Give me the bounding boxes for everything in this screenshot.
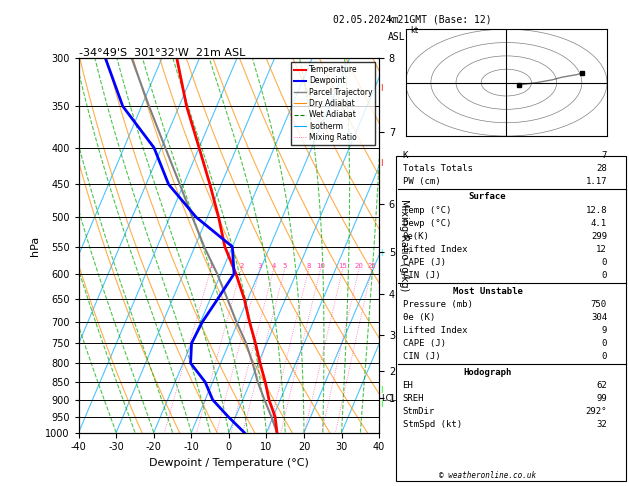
Text: -34°49'S  301°32'W  21m ASL: -34°49'S 301°32'W 21m ASL — [79, 48, 245, 57]
Text: 32: 32 — [596, 420, 607, 430]
Text: CAPE (J): CAPE (J) — [403, 339, 445, 348]
Text: 9: 9 — [601, 326, 607, 335]
Text: 0: 0 — [601, 271, 607, 280]
Text: K: K — [403, 151, 408, 160]
Text: © weatheronline.co.uk: © weatheronline.co.uk — [439, 471, 536, 480]
Text: 4: 4 — [272, 262, 276, 269]
Text: 99: 99 — [596, 394, 607, 403]
Text: θe (K): θe (K) — [403, 313, 435, 322]
Text: |: | — [381, 386, 383, 393]
Text: 0: 0 — [601, 352, 607, 362]
Text: |: | — [381, 249, 383, 256]
Text: 2: 2 — [239, 262, 243, 269]
Text: Pressure (mb): Pressure (mb) — [403, 300, 472, 309]
Text: 5: 5 — [282, 262, 287, 269]
Text: 12.8: 12.8 — [586, 206, 607, 215]
Text: 10: 10 — [316, 262, 325, 269]
Text: CAPE (J): CAPE (J) — [403, 258, 445, 267]
Text: 02.05.2024 21GMT (Base: 12): 02.05.2024 21GMT (Base: 12) — [333, 15, 491, 25]
Text: ASL: ASL — [388, 32, 406, 42]
Legend: Temperature, Dewpoint, Parcel Trajectory, Dry Adiabat, Wet Adiabat, Isotherm, Mi: Temperature, Dewpoint, Parcel Trajectory… — [291, 62, 376, 145]
Text: 1.17: 1.17 — [586, 177, 607, 186]
Text: Surface: Surface — [469, 192, 506, 202]
Text: 8: 8 — [307, 262, 311, 269]
Text: Totals Totals: Totals Totals — [403, 164, 472, 173]
Text: 0: 0 — [601, 339, 607, 348]
Text: 20: 20 — [355, 262, 364, 269]
Text: 304: 304 — [591, 313, 607, 322]
Text: Most Unstable: Most Unstable — [452, 287, 523, 296]
Text: 3: 3 — [258, 262, 262, 269]
Text: 4.1: 4.1 — [591, 219, 607, 228]
Text: 750: 750 — [591, 300, 607, 309]
Text: 15: 15 — [338, 262, 347, 269]
Text: Dewp (°C): Dewp (°C) — [403, 219, 451, 228]
Text: 299: 299 — [591, 232, 607, 241]
Text: StmDir: StmDir — [403, 407, 435, 417]
Text: θe(K): θe(K) — [403, 232, 430, 241]
Text: 7: 7 — [601, 151, 607, 160]
Text: |: | — [381, 85, 383, 91]
Text: SREH: SREH — [403, 394, 424, 403]
Text: PW (cm): PW (cm) — [403, 177, 440, 186]
Text: Lifted Index: Lifted Index — [403, 245, 467, 254]
X-axis label: Dewpoint / Temperature (°C): Dewpoint / Temperature (°C) — [149, 458, 309, 468]
Text: 25: 25 — [367, 262, 376, 269]
Text: km: km — [388, 15, 400, 25]
Text: EH: EH — [403, 381, 413, 390]
Y-axis label: Mixing Ratio (g/kg): Mixing Ratio (g/kg) — [399, 199, 409, 292]
Text: 1: 1 — [209, 262, 213, 269]
Y-axis label: hPa: hPa — [30, 235, 40, 256]
Text: 12: 12 — [596, 245, 607, 254]
Text: CIN (J): CIN (J) — [403, 352, 440, 362]
Text: 0: 0 — [601, 258, 607, 267]
Text: Temp (°C): Temp (°C) — [403, 206, 451, 215]
Text: CIN (J): CIN (J) — [403, 271, 440, 280]
Text: 62: 62 — [596, 381, 607, 390]
Text: |: | — [381, 159, 383, 166]
Text: 292°: 292° — [586, 407, 607, 417]
Text: StmSpd (kt): StmSpd (kt) — [403, 420, 462, 430]
Text: |: | — [381, 399, 383, 407]
Text: 28: 28 — [596, 164, 607, 173]
Text: kt: kt — [411, 26, 419, 35]
Text: Hodograph: Hodograph — [464, 368, 511, 377]
Text: Lifted Index: Lifted Index — [403, 326, 467, 335]
Text: LCL: LCL — [381, 394, 396, 402]
